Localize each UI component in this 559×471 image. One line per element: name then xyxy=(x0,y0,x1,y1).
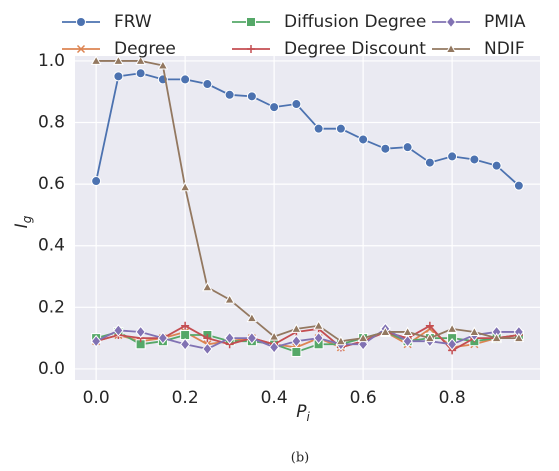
marker xyxy=(357,332,369,343)
marker xyxy=(291,334,302,348)
y-tick-label: 0.4 xyxy=(38,236,65,256)
marker xyxy=(358,134,369,145)
marker xyxy=(113,71,124,82)
marker xyxy=(91,176,102,187)
marker xyxy=(246,91,257,102)
marker xyxy=(246,331,258,345)
marker xyxy=(181,321,190,330)
marker xyxy=(425,321,434,330)
marker xyxy=(135,68,146,79)
x-tick-label: 0.0 xyxy=(83,388,110,408)
marker xyxy=(135,55,146,65)
marker xyxy=(491,160,502,171)
marker xyxy=(224,294,235,304)
x-tick-label: 0.2 xyxy=(172,388,199,408)
marker xyxy=(157,331,169,345)
y-axis-label: Ig xyxy=(12,215,34,228)
marker xyxy=(269,102,280,113)
marker xyxy=(179,337,191,351)
marker xyxy=(246,312,258,323)
marker xyxy=(513,180,524,191)
marker xyxy=(90,334,102,348)
marker xyxy=(268,341,280,354)
marker xyxy=(513,332,525,343)
marker xyxy=(180,74,191,85)
x-label-base: P xyxy=(296,402,307,422)
marker xyxy=(268,331,280,341)
marker xyxy=(113,324,124,337)
legend-label: FRW xyxy=(114,12,152,32)
marker xyxy=(469,154,480,165)
marker xyxy=(424,332,436,343)
y-tick-label: 0.0 xyxy=(38,359,65,379)
legend-label: Degree Discount xyxy=(284,39,426,59)
marker xyxy=(380,326,391,336)
marks xyxy=(90,55,525,357)
marker xyxy=(402,142,413,153)
marker xyxy=(203,334,212,343)
marker xyxy=(446,323,458,333)
marker xyxy=(179,181,191,192)
marker xyxy=(491,332,502,343)
marker xyxy=(113,55,124,65)
marker xyxy=(247,45,255,53)
marker xyxy=(157,60,169,70)
marker xyxy=(313,123,324,134)
marker xyxy=(246,17,256,27)
x-label-sub: i xyxy=(306,410,310,424)
marker xyxy=(446,337,458,351)
y-tick-label: 0.8 xyxy=(38,113,65,133)
marker xyxy=(313,320,324,330)
marker xyxy=(202,281,213,292)
series-line xyxy=(95,324,519,352)
marker xyxy=(202,342,213,356)
y-tick-label: 0.2 xyxy=(38,297,65,317)
marker xyxy=(424,157,435,168)
marker xyxy=(402,334,413,348)
caption: (b) xyxy=(291,451,309,466)
marker xyxy=(224,89,235,100)
y-label-sub: g xyxy=(20,215,34,223)
marker xyxy=(76,17,86,27)
legend-label: Degree xyxy=(114,39,176,59)
marker xyxy=(469,326,480,336)
x-axis-label: Pi xyxy=(296,402,310,424)
plot-area xyxy=(75,56,540,380)
marker xyxy=(447,151,458,162)
marker xyxy=(291,323,302,333)
y-tick-label: 1.0 xyxy=(38,51,65,71)
marker xyxy=(76,44,86,54)
legend-label: NDIF xyxy=(484,39,525,59)
y-label-base: I xyxy=(12,223,32,228)
x-tick-label: 0.6 xyxy=(350,388,377,408)
legend-label: Diffusion Degree xyxy=(284,12,426,32)
x-tick-label: 0.8 xyxy=(439,388,466,408)
marker xyxy=(135,325,146,339)
marker xyxy=(202,79,213,90)
marker xyxy=(445,15,457,29)
marker xyxy=(445,43,457,53)
marker xyxy=(380,143,391,154)
marker xyxy=(335,335,347,346)
marker xyxy=(224,331,235,345)
marker xyxy=(90,55,102,65)
marker xyxy=(313,331,324,345)
legend-label: PMIA xyxy=(484,12,526,32)
marker xyxy=(402,326,413,336)
marker xyxy=(335,123,346,134)
x-tick-label: 0.4 xyxy=(261,388,288,408)
marker xyxy=(291,99,302,110)
marker xyxy=(291,346,302,357)
y-tick-label: 0.6 xyxy=(38,174,65,194)
